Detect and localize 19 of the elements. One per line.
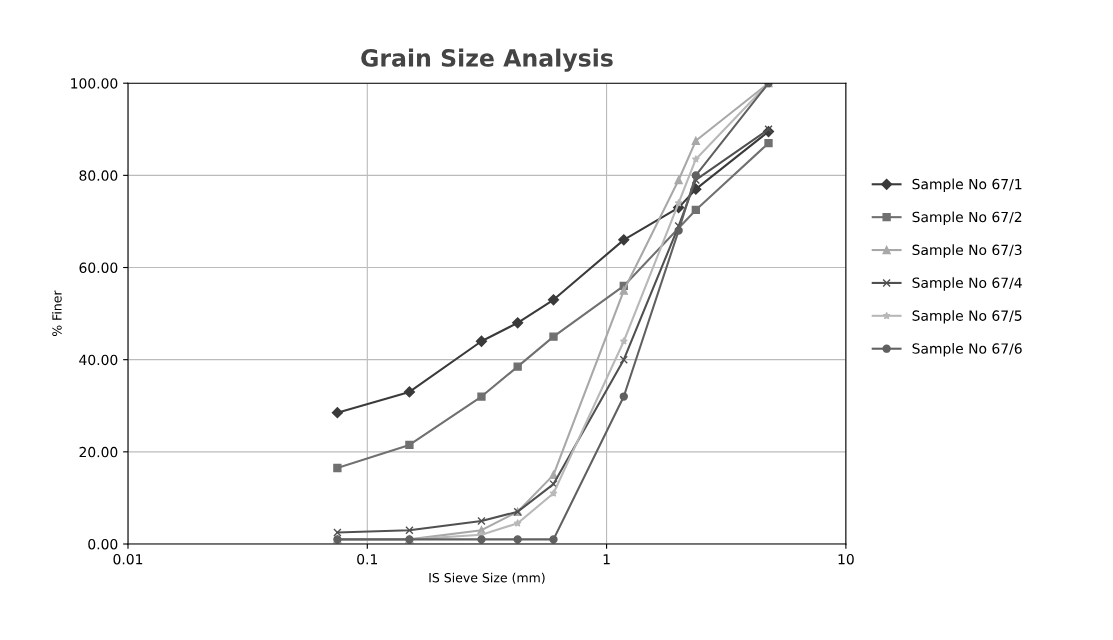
x-tick-label: 10 bbox=[838, 553, 854, 565]
y-tick-label: 80.00 bbox=[79, 170, 118, 181]
x-axis-title: IS Sieve Size (mm) bbox=[429, 572, 545, 584]
legend-label: Sample No 67/3 bbox=[912, 244, 1022, 258]
x-tick-label: 1 bbox=[603, 554, 610, 565]
y-tick-label: 0.00 bbox=[88, 538, 118, 550]
y-tick-label: 100.00 bbox=[71, 78, 118, 89]
y-axis-title: % Finer bbox=[52, 290, 62, 337]
legend-label: Sample No 67/5 bbox=[912, 310, 1022, 324]
x-tick-label: 0.1 bbox=[357, 553, 378, 565]
y-tick-label: 40.00 bbox=[79, 354, 118, 366]
legend-label: Sample No 67/2 bbox=[912, 211, 1022, 225]
legend-label: Sample No 67/1 bbox=[912, 178, 1022, 193]
y-tick-label: 60.00 bbox=[79, 262, 118, 273]
chart-title: Grain Size Analysis bbox=[361, 48, 613, 72]
x-tick-label: 0.01 bbox=[113, 553, 143, 565]
legend-label: Sample No 67/6 bbox=[912, 343, 1022, 357]
legend-label: Sample No 67/4 bbox=[912, 277, 1022, 291]
y-tick-label: 20.00 bbox=[79, 446, 118, 458]
